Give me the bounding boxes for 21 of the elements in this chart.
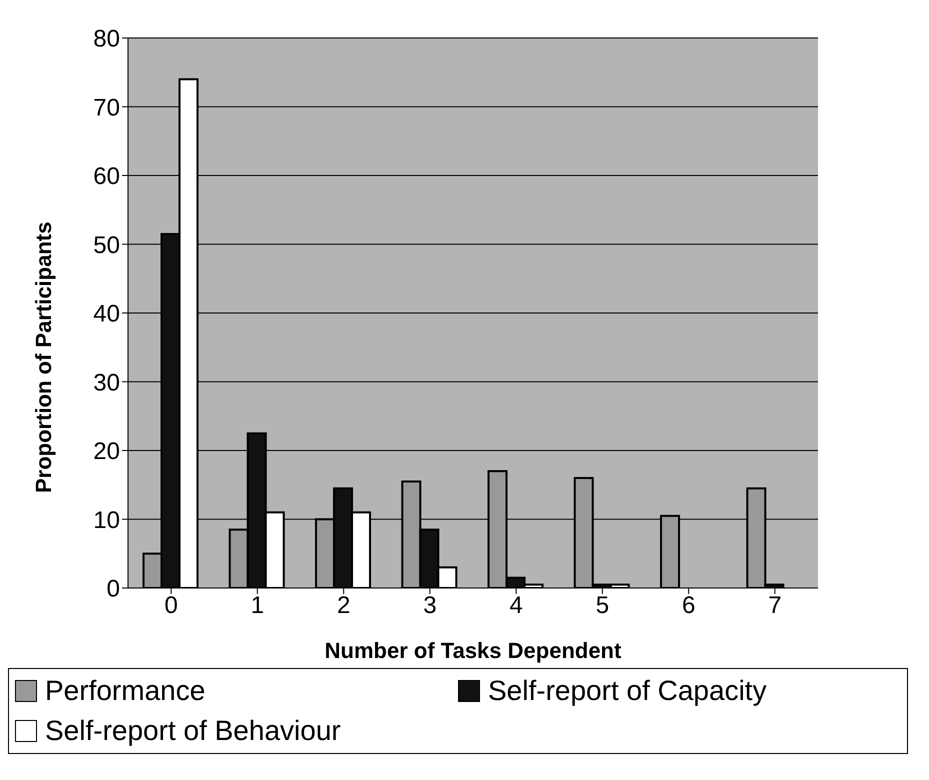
y-tick-label: 30 <box>93 369 120 396</box>
x-tick-label: 0 <box>164 592 178 620</box>
x-tick-label: 5 <box>596 592 610 620</box>
x-tick-label: 2 <box>336 592 350 620</box>
y-tick-label: 60 <box>93 163 120 190</box>
y-tick-label: 20 <box>93 438 120 466</box>
legend-label: Self-report of Behaviour <box>45 714 341 748</box>
y-tick-label: 40 <box>93 300 120 328</box>
legend-label: Self-report of Capacity <box>488 674 767 708</box>
y-tick-label: 50 <box>93 232 120 259</box>
y-tick-label: 70 <box>93 94 120 122</box>
x-tick-label: 1 <box>250 592 264 620</box>
x-axis-title: Number of Tasks Dependent <box>324 638 622 663</box>
x-tick-label: 3 <box>423 592 437 620</box>
y-tick-label: 80 <box>93 26 120 53</box>
x-tick-label: 4 <box>509 592 523 620</box>
y-tick-label: 10 <box>93 506 120 534</box>
x-tick-label: 7 <box>768 592 782 620</box>
x-tick-label: 6 <box>682 592 696 620</box>
y-axis-title: Proportion of Participants <box>30 222 56 493</box>
legend-label: Performance <box>45 674 206 708</box>
